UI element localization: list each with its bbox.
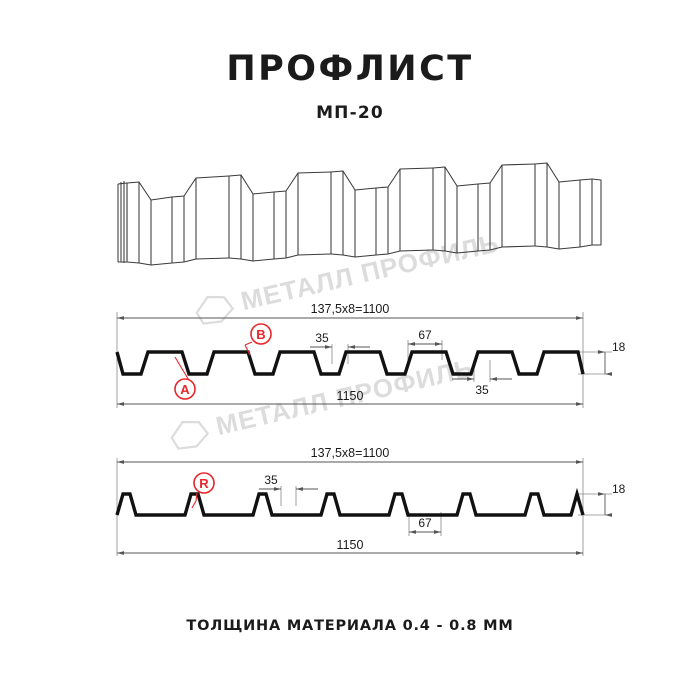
dimension-rib-top: 35 (310, 331, 370, 364)
material-thickness-note: ТОЛЩИНА МАТЕРИАЛА 0.4 - 0.8 ММ (186, 618, 514, 634)
watermark-lower: МЕТАЛЛ ПРОФИЛЬ (170, 353, 477, 450)
dimension-top: 137,5x8=1100 (117, 446, 583, 464)
dimension-height-label: 18 (612, 482, 626, 496)
dimension-rib-top-label: 35 (315, 331, 329, 345)
page-title: ПРОФЛИСТ (226, 49, 474, 89)
cross-section-front: 137,5x8=1100 1150 18 35 (115, 302, 626, 408)
logo-mark-icon (170, 420, 210, 450)
watermark-text: МЕТАЛЛ ПРОФИЛЬ (238, 228, 502, 317)
page-header: ПРОФЛИСТ МП-20 (0, 49, 700, 124)
dimension-top-label: 137,5x8=1100 (311, 446, 390, 460)
profile-outline (115, 350, 585, 376)
dimension-height: 18 (597, 482, 626, 517)
watermark-upper: МЕТАЛЛ ПРОФИЛЬ (195, 228, 502, 325)
dimension-rib-top-label: 35 (264, 473, 278, 487)
cross-section-reverse: 137,5x8=1100 1150 18 35 (115, 446, 626, 556)
dimension-bottom: 1150 (117, 389, 583, 406)
dimension-bottom: 1150 (117, 538, 583, 555)
profile-3d-view (117, 162, 602, 266)
dimension-top-label: 137,5x8=1100 (311, 302, 390, 316)
extension-lines (116, 312, 612, 408)
dimension-rib-bottom-label: 35 (475, 383, 489, 397)
logo-mark-icon (195, 295, 235, 325)
marker-b-label: B (256, 327, 265, 342)
dimension-bottom-label: 1150 (337, 389, 364, 403)
dimension-flat: 67 (407, 328, 443, 360)
page-subtitle: МП-20 (316, 103, 384, 123)
marker-r-label: R (199, 476, 209, 491)
dimension-bottom-label: 1150 (337, 538, 364, 552)
dimension-height: 18 (597, 340, 626, 376)
dimension-rib-top: 35 (259, 473, 318, 506)
marker-r: R (191, 472, 215, 509)
dimension-rib-bottom: 35 (452, 360, 512, 397)
dimension-flat-label: 67 (418, 516, 432, 530)
dimension-top: 137,5x8=1100 (117, 302, 583, 320)
marker-a-label: A (180, 382, 190, 397)
dimension-flat-label: 67 (418, 328, 432, 342)
profile-outline (115, 487, 585, 517)
dimension-height-label: 18 (612, 340, 626, 354)
watermark-text: МЕТАЛЛ ПРОФИЛЬ (213, 353, 477, 442)
dimension-flat: 67 (408, 512, 442, 536)
extension-lines (116, 458, 612, 556)
marker-b: B (244, 323, 272, 356)
marker-a: A (174, 356, 196, 400)
